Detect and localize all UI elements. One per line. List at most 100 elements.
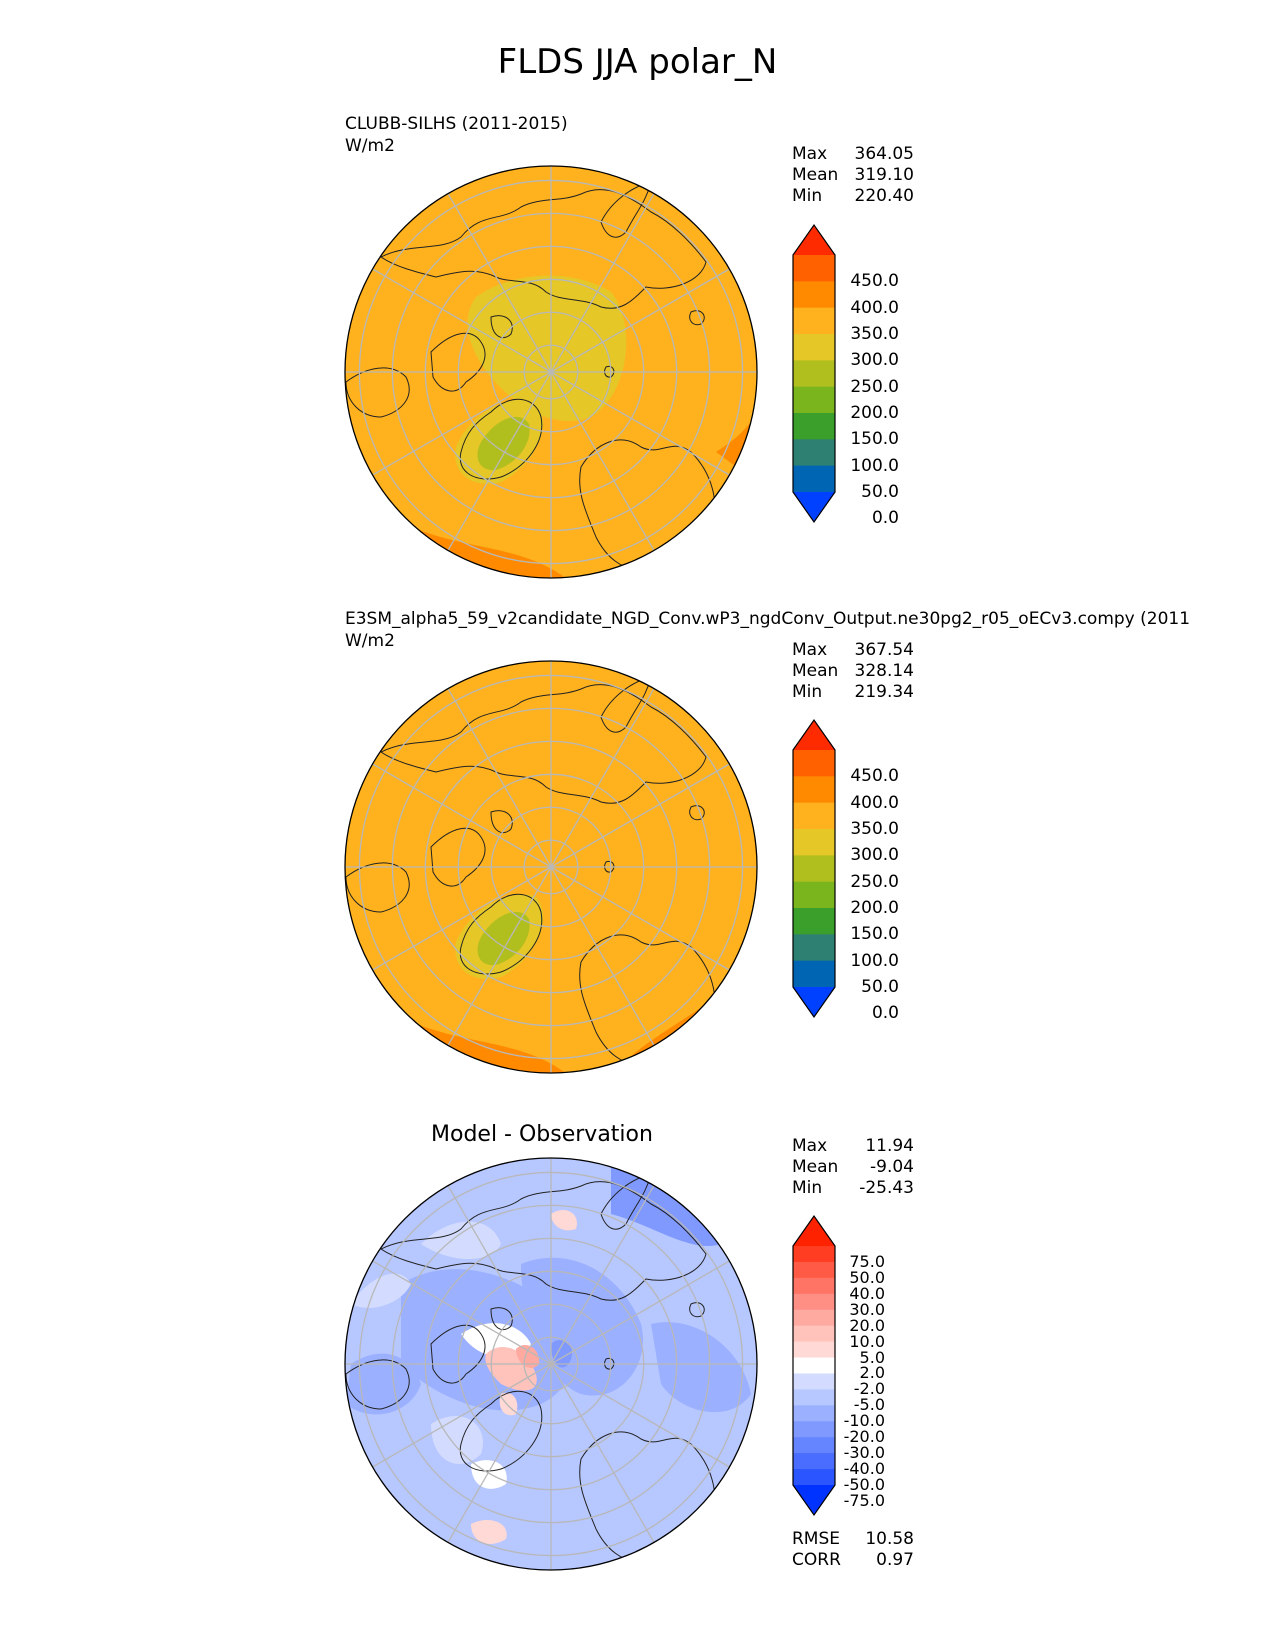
panel3-map-border [344, 1157, 758, 1571]
panel3-colorbar-tick-label: -20.0 [843, 1427, 885, 1447]
panel1-colorbar-tick-label: 100.0 [850, 455, 899, 476]
panel1-coastline [600, 181, 652, 238]
panel1-colorbar-swatch [793, 281, 835, 309]
panel2-meridian [550, 688, 655, 868]
panel3-field-region [471, 1519, 507, 1544]
panel3-colorbar-tick-label: -2.0 [853, 1379, 885, 1399]
panel1-max: 364.05 [854, 144, 914, 164]
panel2-colorbar-tick-label: 350.0 [850, 819, 899, 839]
panel3-colorbar-swatch [793, 1325, 835, 1343]
panel3-colorbar-tick-label: 50.0 [849, 1267, 885, 1287]
panel3-meridian [372, 1260, 552, 1365]
panel1-min: 220.40 [854, 186, 914, 206]
panel2-coastline [490, 810, 513, 834]
panel1-coastline [345, 367, 410, 418]
panel3-colorbar-tick-label: 40.0 [849, 1283, 885, 1303]
panel3-coastline [689, 1302, 705, 1318]
panel2-map-border [344, 660, 758, 1074]
panel3-mean: -9.04 [870, 1157, 914, 1177]
panel3-field-region [351, 1273, 411, 1308]
panel1-colorbar-tick-label: 150.0 [850, 429, 899, 450]
panel3-meridian [447, 1185, 552, 1365]
panel3-coastline [430, 1324, 486, 1384]
panel3-colorbar-tick-label: -75.0 [843, 1490, 885, 1510]
panel1-colorbar-swatch [793, 465, 835, 493]
panel1-meridian [447, 371, 552, 551]
panel1-mean: 319.10 [854, 165, 914, 185]
panel3-colorbar-swatch [793, 1405, 835, 1422]
panel1-colorbar-swatch [793, 386, 835, 414]
panel3-colorbar-outline [792, 1214, 836, 1517]
panel3-colorbar-tick-label: -40.0 [843, 1459, 885, 1479]
panel3-meridian [372, 1363, 552, 1468]
panel2-title: E3SM_alpha5_59_v2candidate_NGD_Conv.wP3_… [345, 609, 1191, 629]
panel2-colorbar-swatch [793, 881, 835, 909]
panel1-colorbar-extend-min [793, 492, 835, 522]
panel3-meridian [550, 1363, 655, 1543]
panel1-colorbar-tick-label: 200.0 [850, 403, 899, 423]
panel1-map-border [344, 165, 758, 579]
panel3-colorbar-swatch [793, 1453, 835, 1470]
panel2-coastline [689, 805, 705, 821]
panel3-colorbar-extend-min [793, 1485, 835, 1515]
panel2-coastline [459, 893, 543, 975]
panel3-field-region [346, 1353, 421, 1415]
panel3-colorbar-swatch [793, 1293, 835, 1311]
panel2-colorbar-extend-max [793, 720, 835, 750]
panel1-meridian [550, 371, 655, 551]
panel1-meridian [372, 371, 552, 476]
panel1-field-greenland-inner [477, 416, 530, 471]
panel1-colorbar-swatch [793, 307, 835, 335]
panel3-colorbar-swatch [793, 1261, 835, 1279]
panel2-stats: Max 367.54 Mean 328.14 Min 219.34 [792, 640, 914, 702]
panel3-colorbar-tick-label: 30.0 [849, 1299, 885, 1319]
panel3-corr: 0.97 [876, 1550, 914, 1570]
panel1-meridian [550, 268, 730, 373]
panel2-meridian [372, 866, 552, 971]
panel2-colorbar-tick-label: 100.0 [850, 950, 899, 971]
panel3-coastline [600, 1173, 652, 1230]
panel3-colorbar-tick-label: 20.0 [849, 1315, 885, 1335]
panel2-coastline [430, 827, 486, 887]
panel2-colorbar-swatch [793, 776, 835, 804]
panel2-colorbar-swatch [793, 960, 835, 988]
panel2-colorbar-tick-label: 200.0 [850, 898, 899, 918]
panel1-colorbar-tick-label: 0.0 [871, 508, 899, 529]
panel2-colorbar-swatch [793, 829, 835, 856]
panel2-units: W/m2 [345, 631, 395, 651]
panel1-colorbar-swatch [793, 255, 835, 282]
panel2-meridian [550, 866, 655, 1046]
panel3-colorbar-tick-label: -10.0 [843, 1411, 885, 1431]
panel2-field-greenland-inner [477, 911, 530, 966]
panel3-coastline [459, 1390, 543, 1472]
panel1-colorbar-tick-label: 50.0 [861, 482, 899, 502]
panel3-colorbar-swatch [793, 1437, 835, 1454]
panel3-meridian [550, 1185, 655, 1365]
panel3-colorbar-swatch [793, 1373, 835, 1390]
panel2-meridian [447, 688, 552, 868]
panel3-coastline [490, 1307, 513, 1331]
panel1-colorbar-extend-max [793, 225, 835, 255]
panel1-colorbar-tick-label: 250.0 [850, 376, 899, 397]
panel3-coastline [345, 1359, 410, 1410]
panel3-metrics: RMSE 10.58 CORR 0.97 [792, 1529, 914, 1570]
panel3-field-region [611, 1164, 721, 1247]
panel2-colorbar-swatch [793, 802, 835, 830]
panel1-colorbar-swatch [793, 360, 835, 388]
panel3-max: 11.94 [865, 1136, 914, 1156]
panel2-colorbar-tick-label: 400.0 [850, 792, 899, 813]
panel3-colorbar [792, 1214, 836, 1517]
panel2-meridian [447, 866, 552, 1046]
panel1-meridian [372, 268, 552, 373]
panel3-colorbar-swatch [793, 1246, 835, 1263]
panel3-colorbar-tick-label: -5.0 [853, 1395, 885, 1415]
panel1-field-arctic [467, 275, 627, 422]
panel2-colorbar-outline [792, 718, 836, 1019]
panel3-title: Model - Observation [431, 1122, 653, 1147]
panel3-field-region [651, 1322, 751, 1413]
panel3-colorbar-swatch [793, 1309, 835, 1327]
panel2-colorbar [792, 718, 836, 1019]
panel1-meridian [550, 371, 730, 476]
panel3-colorbar-tick-label: 2.0 [859, 1363, 885, 1383]
panel1-colorbar-tick-label: 300.0 [850, 350, 899, 371]
